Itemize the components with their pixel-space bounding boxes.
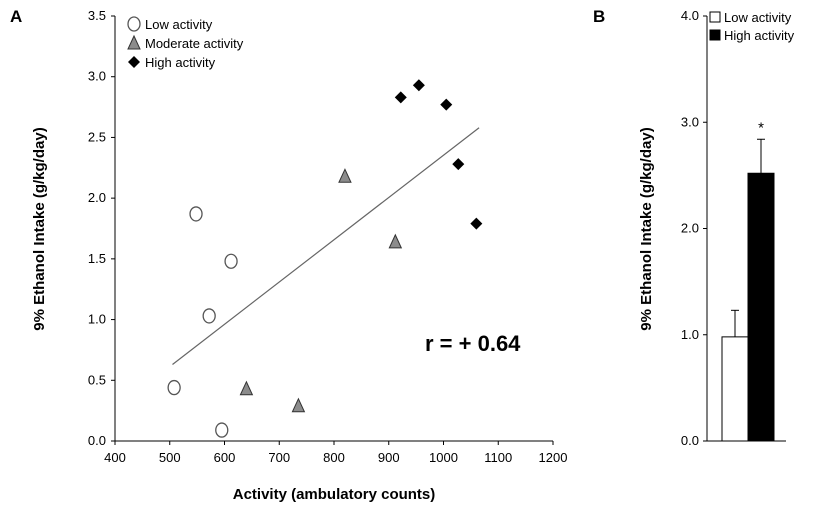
x-tick-label: 1000 (429, 450, 458, 465)
panel-a-x-axis-title: Activity (ambulatory counts) (233, 486, 436, 503)
data-point (189, 206, 203, 222)
y-tick-label: 1.0 (681, 327, 699, 342)
data-point (167, 379, 181, 396)
bar (721, 336, 749, 442)
panel-a: A 0.0 0.5 1.0 1.5 2.0 2.5 3.0 3.5 400 500 600 700 8… (10, 7, 567, 503)
x-tick-label: 500 (159, 450, 181, 465)
data-point (202, 308, 216, 324)
data-point (215, 422, 229, 438)
panel-b: B 0.0 1.0 2.0 3.0 4.0 Low activity High activ… (593, 7, 795, 448)
data-point (388, 233, 403, 249)
legend-label: Low activity (724, 10, 792, 25)
data-point (239, 380, 254, 396)
legend-label: Low activity (145, 17, 213, 32)
legend-marker (127, 34, 141, 50)
panel-a-x-ticks: 400 500 600 700 800 900 1000 1100 1200 (104, 441, 567, 465)
data-point (452, 158, 465, 171)
y-tick-label: 4.0 (681, 8, 699, 23)
x-tick-label: 600 (214, 450, 236, 465)
data-point (412, 79, 425, 92)
y-tick-label: 0.5 (88, 372, 106, 387)
y-tick-label: 3.0 (681, 114, 699, 129)
y-tick-label: 2.5 (88, 129, 106, 144)
data-point (440, 98, 453, 111)
x-tick-label: 1100 (484, 450, 512, 465)
legend-marker (128, 56, 140, 68)
panel-a-label: A (10, 7, 22, 26)
panel-b-bars (721, 138, 775, 442)
data-point (394, 91, 407, 104)
significance-marker: * (758, 119, 764, 136)
legend-swatch (709, 11, 721, 23)
x-tick-label: 900 (378, 450, 400, 465)
legend-marker (127, 16, 141, 32)
y-tick-label: 2.0 (88, 190, 106, 205)
y-tick-label: 0.0 (681, 433, 699, 448)
legend-swatch (709, 29, 721, 41)
legend-label: High activity (145, 55, 216, 70)
correlation-annotation: r = + 0.64 (425, 331, 521, 356)
data-point (291, 397, 306, 413)
panel-b-y-axis-title: 9% Ethanol Intake (g/kg/day) (638, 127, 655, 330)
panel-a-legend: Low activity Moderate activity High activi… (127, 16, 244, 70)
y-tick-label: 3.5 (88, 8, 106, 23)
x-tick-label: 400 (104, 450, 126, 465)
data-point (224, 253, 238, 269)
panel-b-y-ticks: 0.0 1.0 2.0 3.0 4.0 (681, 8, 707, 448)
data-point (470, 217, 483, 230)
x-tick-label: 1200 (539, 450, 568, 465)
x-tick-label: 800 (323, 450, 345, 465)
legend-label: Moderate activity (145, 36, 244, 51)
y-tick-label: 0.0 (88, 433, 106, 448)
x-tick-label: 700 (268, 450, 290, 465)
panel-b-label: B (593, 7, 605, 26)
y-tick-label: 1.0 (88, 312, 106, 327)
regression-line (172, 127, 480, 365)
panel-a-y-ticks: 0.0 0.5 1.0 1.5 2.0 2.5 3.0 3.5 (88, 8, 115, 448)
panel-a-points (167, 79, 483, 438)
legend-label: High activity (724, 28, 795, 43)
data-point (338, 168, 352, 183)
bar (747, 172, 775, 442)
panel-b-legend: Low activity High activity (709, 10, 795, 43)
panel-a-y-axis-title: 9% Ethanol Intake (g/kg/day) (31, 127, 48, 330)
y-tick-label: 2.0 (681, 221, 699, 236)
y-tick-label: 1.5 (88, 251, 106, 266)
y-tick-label: 3.0 (88, 69, 106, 84)
